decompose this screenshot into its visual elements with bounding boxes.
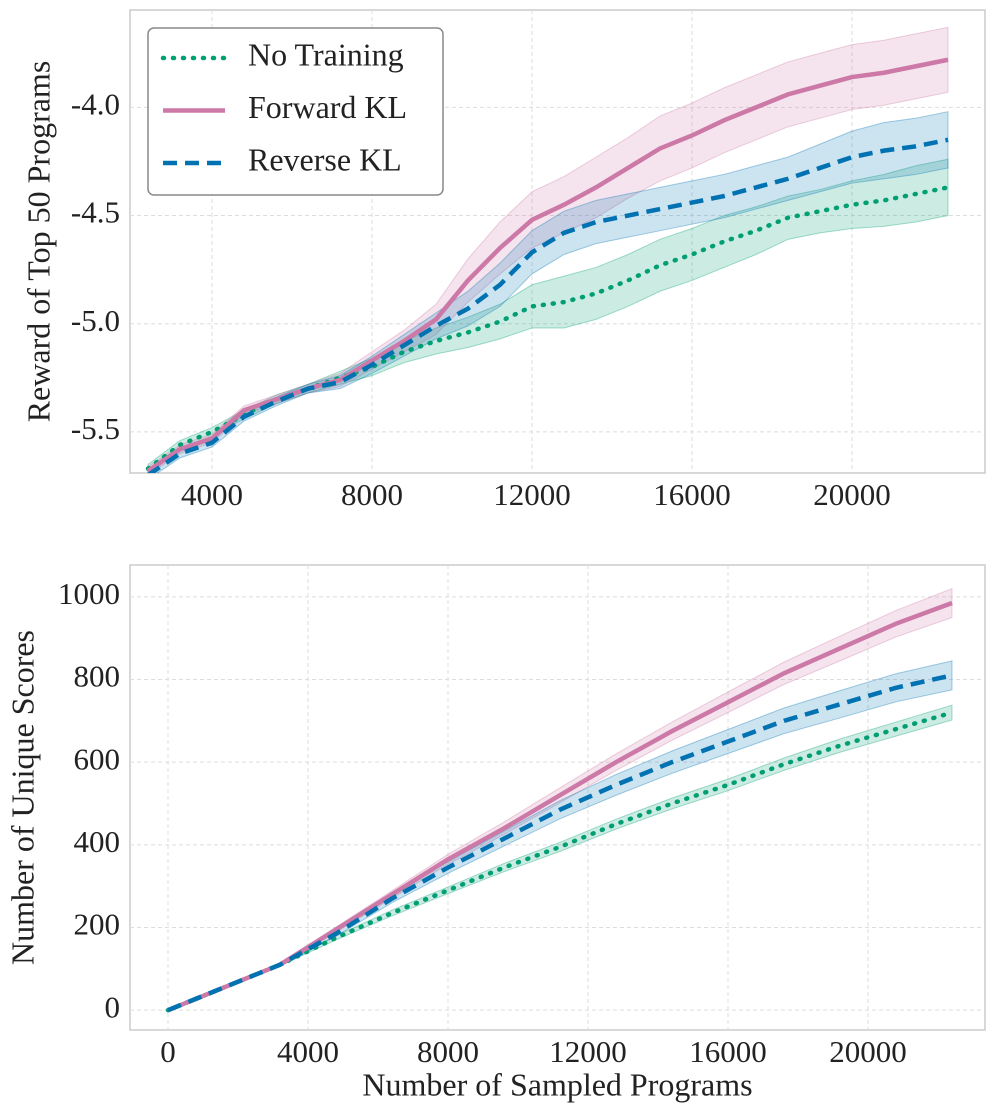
error-band — [167, 704, 953, 1011]
y-tick-label: 200 — [74, 907, 121, 942]
y-tick-label: -4.0 — [71, 86, 120, 121]
y-tick-label: -4.5 — [71, 195, 120, 230]
x-tick-label: 0 — [160, 1034, 176, 1069]
legend-box — [147, 27, 444, 196]
x-axis-label: Number of Sampled Programs — [362, 1066, 752, 1102]
y-tick-label: -5.0 — [71, 303, 120, 338]
legend-label: No Training — [248, 36, 404, 72]
x-tick-label: 12000 — [549, 1034, 627, 1069]
series-line — [147, 137, 949, 473]
y-tick-label: 0 — [105, 989, 121, 1024]
x-tick-label: 8000 — [341, 477, 403, 512]
x-tick-label: 16000 — [653, 477, 731, 512]
legend-label: Reverse KL — [248, 141, 402, 177]
legend-label: Forward KL — [248, 89, 407, 125]
x-tick-label: 8000 — [417, 1034, 479, 1069]
error-band — [147, 111, 949, 473]
x-tick-label: 4000 — [181, 477, 243, 512]
y-tick-label: 400 — [74, 824, 121, 859]
plot-layer — [145, 26, 951, 473]
y-tick-label: 600 — [74, 741, 121, 776]
x-tick-label: 16000 — [689, 1034, 767, 1069]
y-tick-label: 1000 — [58, 576, 120, 611]
y-axis-label: Number of Unique Scores — [4, 630, 40, 965]
x-tick-label: 4000 — [277, 1034, 339, 1069]
x-tick-label: 20000 — [829, 1034, 907, 1069]
y-tick-label: 800 — [74, 659, 121, 694]
y-tick-label: -5.5 — [71, 411, 120, 446]
y-axis-label: Reward of Top 50 Programs — [20, 61, 56, 423]
series-line — [167, 673, 953, 1013]
x-tick-label: 20000 — [813, 477, 891, 512]
x-tick-label: 12000 — [493, 477, 571, 512]
plot-layer — [165, 587, 955, 1013]
